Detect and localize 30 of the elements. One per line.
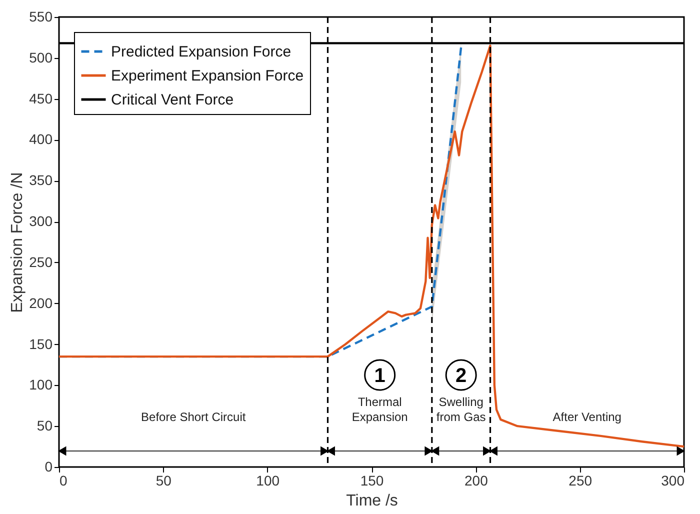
- y-tick-label: 200: [29, 294, 53, 311]
- annotation: Swelling from Gas: [436, 395, 486, 424]
- annotation: Before Short Circuit: [141, 410, 246, 424]
- y-axis-title: Expansion Force /N: [9, 172, 26, 313]
- legend-label: Critical Vent Force: [111, 92, 234, 108]
- x-tick-label: 100: [256, 472, 280, 488]
- annotation: 2: [456, 365, 467, 387]
- annotation: After Venting: [552, 410, 622, 424]
- annotation: 1: [374, 365, 386, 387]
- y-tick-label: 150: [29, 336, 53, 352]
- x-tick-label: 150: [360, 472, 384, 488]
- y-tick-label: 100: [29, 376, 53, 393]
- y-tick-label: 400: [29, 131, 53, 148]
- annotation: Thermal Expansion: [352, 395, 408, 424]
- y-tick-label: 350: [29, 172, 53, 188]
- y-tick-label: 0: [44, 458, 53, 474]
- y-tick-label: 50: [36, 418, 53, 434]
- y-tick-label: 450: [29, 90, 53, 106]
- y-tick-label: 300: [29, 213, 53, 230]
- x-tick-label: 300: [661, 472, 685, 488]
- legend-label: Experiment Expansion Force: [111, 68, 304, 84]
- x-axis-title: Time /s: [346, 492, 398, 510]
- x-tick-label: 200: [464, 472, 488, 488]
- y-tick-label: 550: [29, 8, 53, 24]
- y-tick-label: 500: [29, 49, 53, 66]
- x-tick-label: 50: [156, 472, 172, 488]
- y-tick-label: 250: [29, 254, 53, 270]
- x-tick-label: 250: [568, 472, 592, 488]
- x-tick-label: 0: [60, 472, 68, 488]
- legend-label: Predicted Expansion Force: [111, 44, 292, 60]
